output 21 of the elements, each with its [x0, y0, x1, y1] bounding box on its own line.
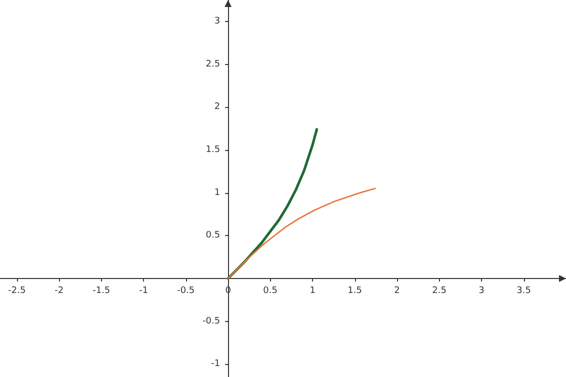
x-tick-label: 2	[394, 286, 400, 296]
y-tick-label: 3	[214, 16, 220, 26]
y-tick-label: 2.5	[206, 59, 220, 70]
y-tick-label: 1	[214, 188, 220, 198]
x-tick-label: -0.5	[177, 286, 195, 296]
x-tick-label: 3	[478, 286, 484, 296]
x-tick-label: -1.5	[92, 286, 110, 296]
x-tick-label: -2	[54, 286, 64, 296]
x-tick-label: 0.5	[263, 286, 278, 296]
x-tick-label: 1	[310, 286, 316, 296]
x-tick-label: -2.5	[8, 286, 26, 296]
y-tick-label: -0.5	[202, 316, 220, 326]
x-tick-label: -1	[139, 286, 148, 296]
y-tick-label: 2	[214, 102, 220, 112]
line-series	[227, 188, 376, 280]
y-tick-label: 0.5	[206, 230, 220, 241]
y-tick-label: 1.5	[206, 144, 220, 155]
x-tick-label: 3.5	[516, 286, 531, 296]
y-tick-label: -1	[211, 359, 220, 370]
x-tick-label: 2.5	[432, 286, 446, 296]
x-tick-label: 1.5	[348, 286, 362, 296]
